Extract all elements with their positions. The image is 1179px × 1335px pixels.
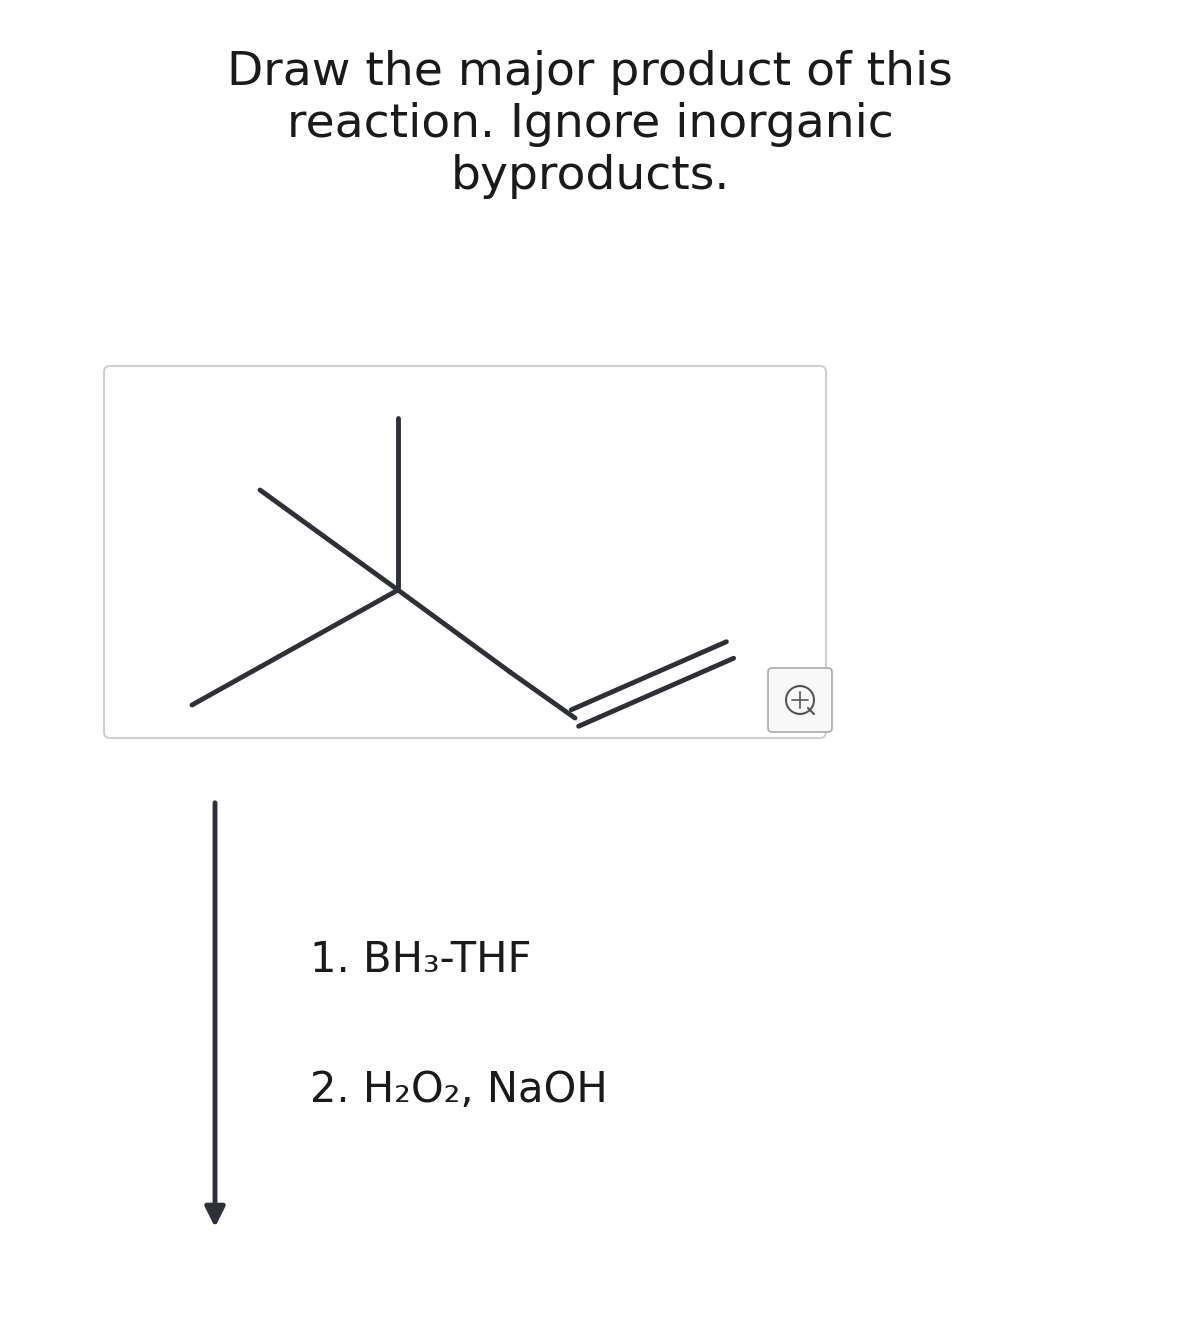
Text: 1. BH₃-THF: 1. BH₃-THF bbox=[310, 939, 532, 981]
Text: Draw the major product of this
reaction. Ignore inorganic
byproducts.: Draw the major product of this reaction.… bbox=[228, 49, 953, 199]
Text: 2. H₂O₂, NaOH: 2. H₂O₂, NaOH bbox=[310, 1069, 607, 1111]
FancyBboxPatch shape bbox=[104, 366, 826, 738]
FancyBboxPatch shape bbox=[768, 668, 832, 732]
